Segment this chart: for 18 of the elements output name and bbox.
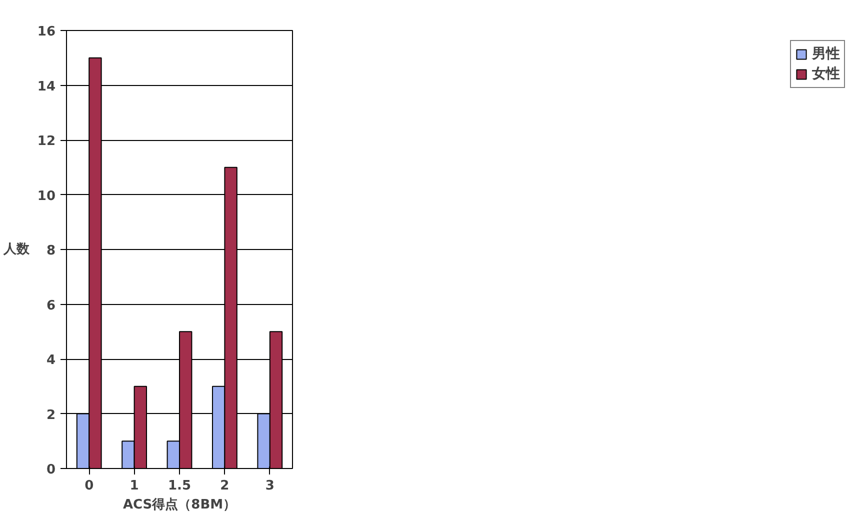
y-axis-title: 人数 xyxy=(2,242,30,257)
y-tick-label: 0 xyxy=(46,462,56,478)
x-axis-title: ACS得点（8BM） xyxy=(122,496,236,512)
legend-label: 女性 xyxy=(812,65,840,83)
x-tick-label: 0 xyxy=(84,478,94,494)
y-tick-label: 14 xyxy=(37,79,56,94)
x-tick-label: 3 xyxy=(265,478,274,494)
x-tick-label: 1.5 xyxy=(168,478,192,494)
legend-label: 男性 xyxy=(812,45,840,63)
y-tick-label: 6 xyxy=(46,298,56,314)
y-tick-label: 16 xyxy=(37,24,56,40)
y-tick-label: 10 xyxy=(37,188,56,204)
y-tick-label: 4 xyxy=(46,353,56,368)
x-tick-label: 2 xyxy=(220,478,230,494)
y-tick-label: 8 xyxy=(46,244,56,258)
y-tick-label: 12 xyxy=(37,134,56,149)
x-tick-label: 1 xyxy=(130,478,139,494)
y-tick-label: 2 xyxy=(46,408,56,423)
